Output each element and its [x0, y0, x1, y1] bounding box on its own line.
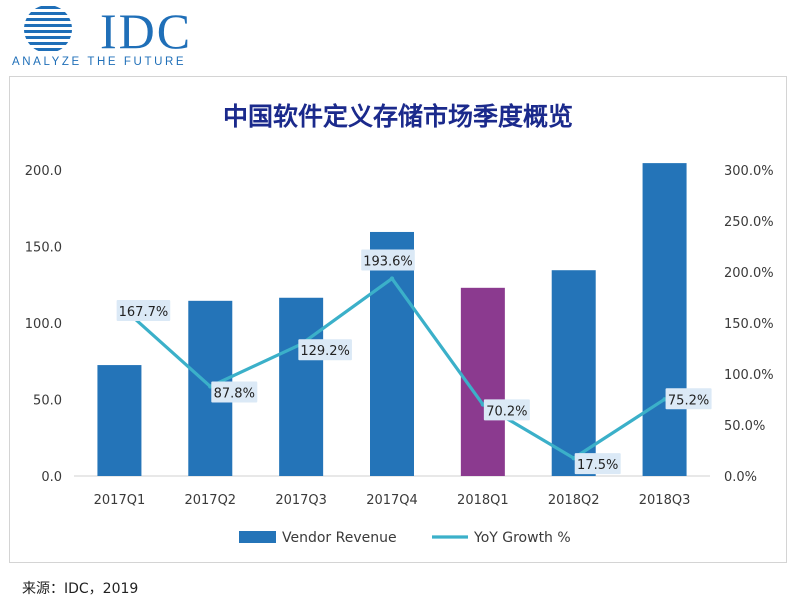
x-tick-label: 2017Q1 — [94, 493, 146, 508]
revenue-bar-2017Q1 — [97, 365, 142, 476]
chart: 中国软件定义存储市场季度概览 167.7% 87.8% 129.2% 193.6% 70… — [25, 102, 774, 546]
svg-text:129.2%: 129.2% — [300, 344, 350, 359]
source-note: 来源：IDC，2019 — [22, 581, 139, 597]
svg-text:70.2%: 70.2% — [486, 404, 527, 419]
revenue-bar-2017Q3 — [279, 297, 324, 476]
x-tick-label: 2017Q4 — [366, 493, 418, 508]
right-tick-label: 250.0% — [724, 215, 774, 230]
yoy-label-2017Q1: 167.7% — [116, 299, 171, 321]
yoy-label-2018Q2: 17.5% — [574, 453, 621, 475]
yoy-label-2017Q3: 129.2% — [298, 339, 352, 361]
x-tick-label: 2018Q3 — [639, 493, 691, 508]
svg-text:87.8%: 87.8% — [214, 386, 255, 401]
chart-title: 中国软件定义存储市场季度概览 — [223, 102, 573, 131]
chart-frame: 中国软件定义存储市场季度概览 167.7% 87.8% 129.2% 193.6% 70… — [9, 76, 787, 563]
right-tick-label: 200.0% — [724, 266, 774, 281]
legend-label-growth: YoY Growth % — [473, 530, 571, 546]
yoy-label-2017Q4: 193.6% — [361, 249, 415, 271]
right-tick-label: 150.0% — [724, 317, 774, 332]
idc-logo: IDC ANALYZE THE FUTURE — [8, 4, 208, 70]
logo-tagline: ANALYZE THE FUTURE — [12, 56, 187, 68]
x-tick-label: 2017Q3 — [275, 493, 327, 508]
right-tick-label: 50.0% — [724, 419, 765, 434]
logo-brand: IDC — [100, 3, 193, 59]
svg-text:75.2%: 75.2% — [668, 393, 709, 408]
revenue-bar-2018Q2 — [551, 270, 596, 476]
svg-text:193.6%: 193.6% — [363, 255, 413, 270]
left-tick-label: 150.0 — [25, 241, 62, 256]
svg-text:167.7%: 167.7% — [119, 305, 169, 320]
right-tick-label: 300.0% — [724, 164, 774, 179]
idc-globe-icon — [24, 6, 72, 51]
x-tick-label: 2018Q2 — [548, 493, 600, 508]
yoy-label-2018Q3: 75.2% — [665, 388, 712, 410]
yoy-label-2017Q2: 87.8% — [211, 381, 258, 403]
x-tick-label: 2017Q2 — [184, 493, 236, 508]
right-tick-label: 0.0% — [724, 470, 757, 485]
x-tick-label: 2018Q1 — [457, 493, 509, 508]
left-tick-label: 0.0 — [41, 470, 62, 485]
yoy-point-2017Q4 — [389, 276, 395, 281]
right-tick-label: 100.0% — [724, 368, 774, 383]
left-tick-label: 50.0 — [33, 394, 62, 409]
legend-label-revenue: Vendor Revenue — [282, 530, 397, 546]
revenue-bar-2017Q4 — [370, 231, 414, 476]
svg-text:17.5%: 17.5% — [577, 458, 618, 473]
legend-swatch-revenue — [239, 531, 276, 543]
left-tick-label: 200.0 — [25, 164, 62, 179]
legend: Vendor Revenue YoY Growth % — [239, 530, 571, 546]
left-tick-label: 100.0 — [25, 317, 62, 332]
yoy-label-2018Q1: 70.2% — [483, 399, 530, 421]
revenue-bar-2018Q3 — [642, 163, 687, 476]
